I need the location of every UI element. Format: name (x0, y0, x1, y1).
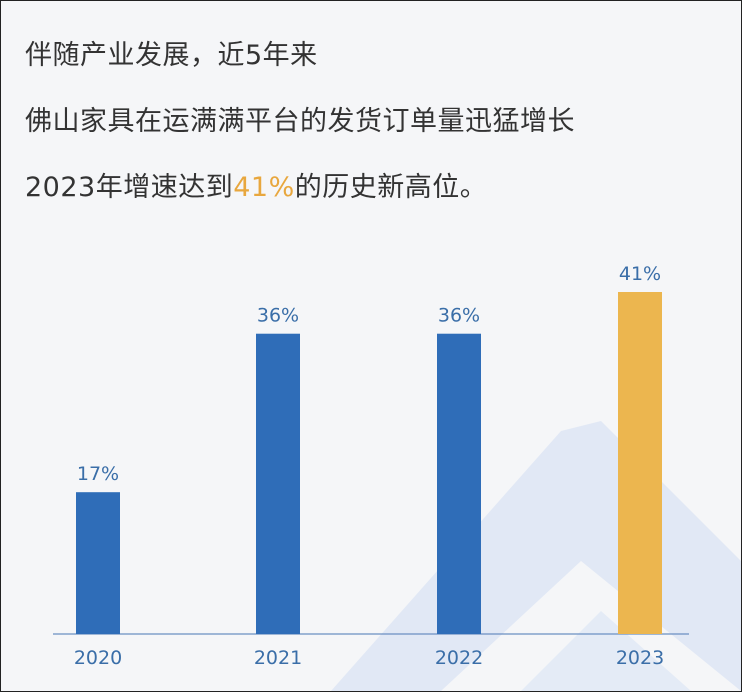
headline-line-1: 伴随产业发展，近5年来 (25, 40, 318, 71)
x-tick-label-2021: 2021 (254, 647, 302, 669)
headline-line-3: 2023年增速达到41%的历史新高位。 (25, 165, 487, 204)
headline-line-2: 佛山家具在运满满平台的发货订单量迅猛增长 (25, 106, 575, 137)
headline-line-3-prefix: 2023年增速达到 (25, 172, 234, 203)
background-decoration (331, 421, 741, 691)
x-tick-label-2023: 2023 (616, 647, 664, 669)
data-label-2020: 17% (77, 463, 119, 485)
x-tick-label-2022: 2022 (435, 647, 483, 669)
bar-2021 (256, 333, 300, 634)
bars-group: 17% 2020 36% 2021 36% 2022 41% 2023 (74, 263, 664, 669)
data-label-2021: 36% (257, 305, 299, 327)
headline-line-3-suffix: 的历史新高位。 (294, 172, 488, 203)
bar-2020 (76, 492, 120, 634)
bar-2022 (437, 333, 481, 634)
headline-highlight-value: 41% (233, 172, 295, 203)
bar-2023 (618, 292, 662, 634)
data-label-2023: 41% (619, 263, 661, 285)
data-label-2022: 36% (438, 305, 480, 327)
x-tick-label-2020: 2020 (74, 647, 122, 669)
